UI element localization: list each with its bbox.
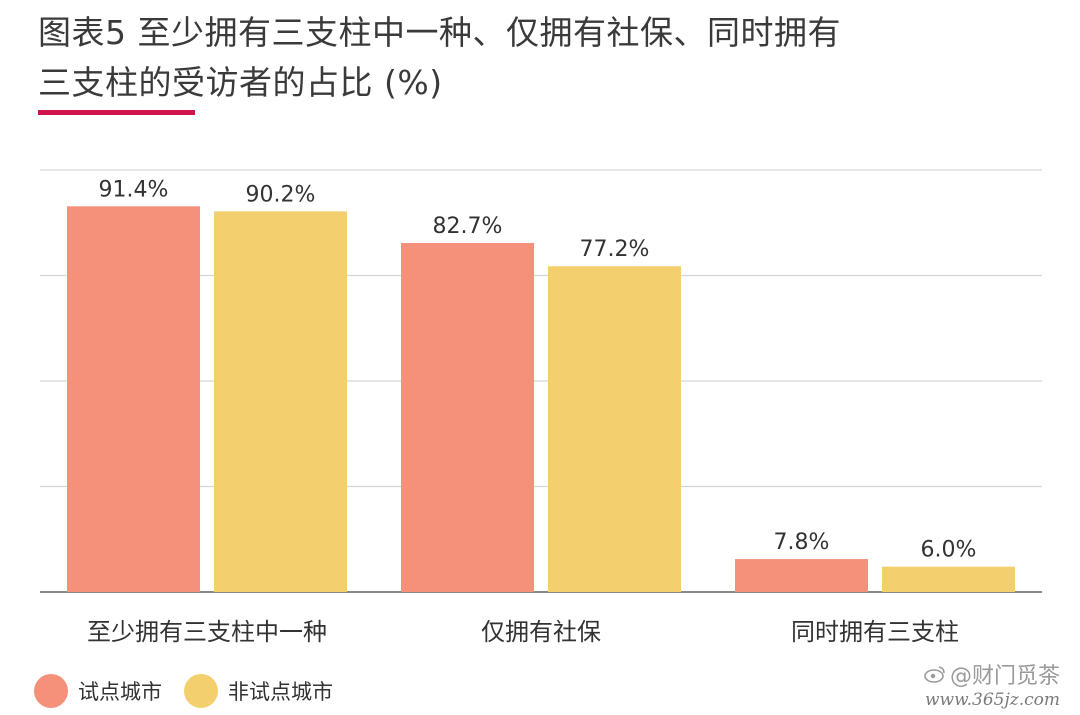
bar-pilot-1	[401, 243, 534, 593]
legend-item: 试点城市	[34, 674, 162, 708]
watermark: @财门觅茶 www.365jz.com	[924, 658, 1060, 710]
chart-title-line1: 图表5 至少拥有三支柱中一种、仅拥有社保、同时拥有	[38, 13, 841, 52]
bar-pilot-0	[67, 206, 200, 593]
category-label: 同时拥有三支柱	[791, 618, 959, 646]
category-labels: 至少拥有三支柱中一种 仅拥有社保 同时拥有三支柱	[87, 618, 959, 646]
watermark-url: www.365jz.com	[925, 690, 1060, 710]
chart-title-line2: 三支柱的受访者的占比 (%)	[38, 63, 443, 102]
bar-non-pilot-0	[214, 211, 347, 592]
data-labels: 91.4% 90.2% 82.7% 77.2% 7.8% 6.0%	[99, 177, 977, 562]
legend-swatch	[34, 674, 68, 708]
data-label: 82.7%	[433, 214, 503, 239]
legend-swatch	[184, 674, 218, 708]
legend-label: 试点城市	[78, 680, 162, 704]
category-label: 至少拥有三支柱中一种	[87, 618, 327, 646]
title-underline	[38, 110, 195, 115]
watermark-brand: @财门觅茶	[949, 664, 1060, 689]
legend-item: 非试点城市	[184, 674, 333, 708]
weibo-icon	[924, 666, 945, 683]
data-label: 7.8%	[774, 530, 830, 555]
legend-label: 非试点城市	[228, 680, 333, 704]
bars	[67, 206, 1015, 593]
data-label: 91.4%	[99, 177, 169, 202]
gridlines	[40, 169, 1042, 593]
chart-title: 图表5 至少拥有三支柱中一种、仅拥有社保、同时拥有 三支柱的受访者的占比 (%)	[38, 8, 938, 108]
bar-pilot-2	[735, 559, 868, 592]
data-label: 90.2%	[246, 182, 316, 207]
category-label: 仅拥有社保	[481, 618, 601, 646]
bar-non-pilot-2	[882, 566, 1015, 592]
data-label: 77.2%	[580, 237, 650, 262]
data-label: 6.0%	[921, 538, 977, 563]
bar-non-pilot-1	[548, 266, 681, 592]
legend: 试点城市 非试点城市	[34, 674, 355, 708]
